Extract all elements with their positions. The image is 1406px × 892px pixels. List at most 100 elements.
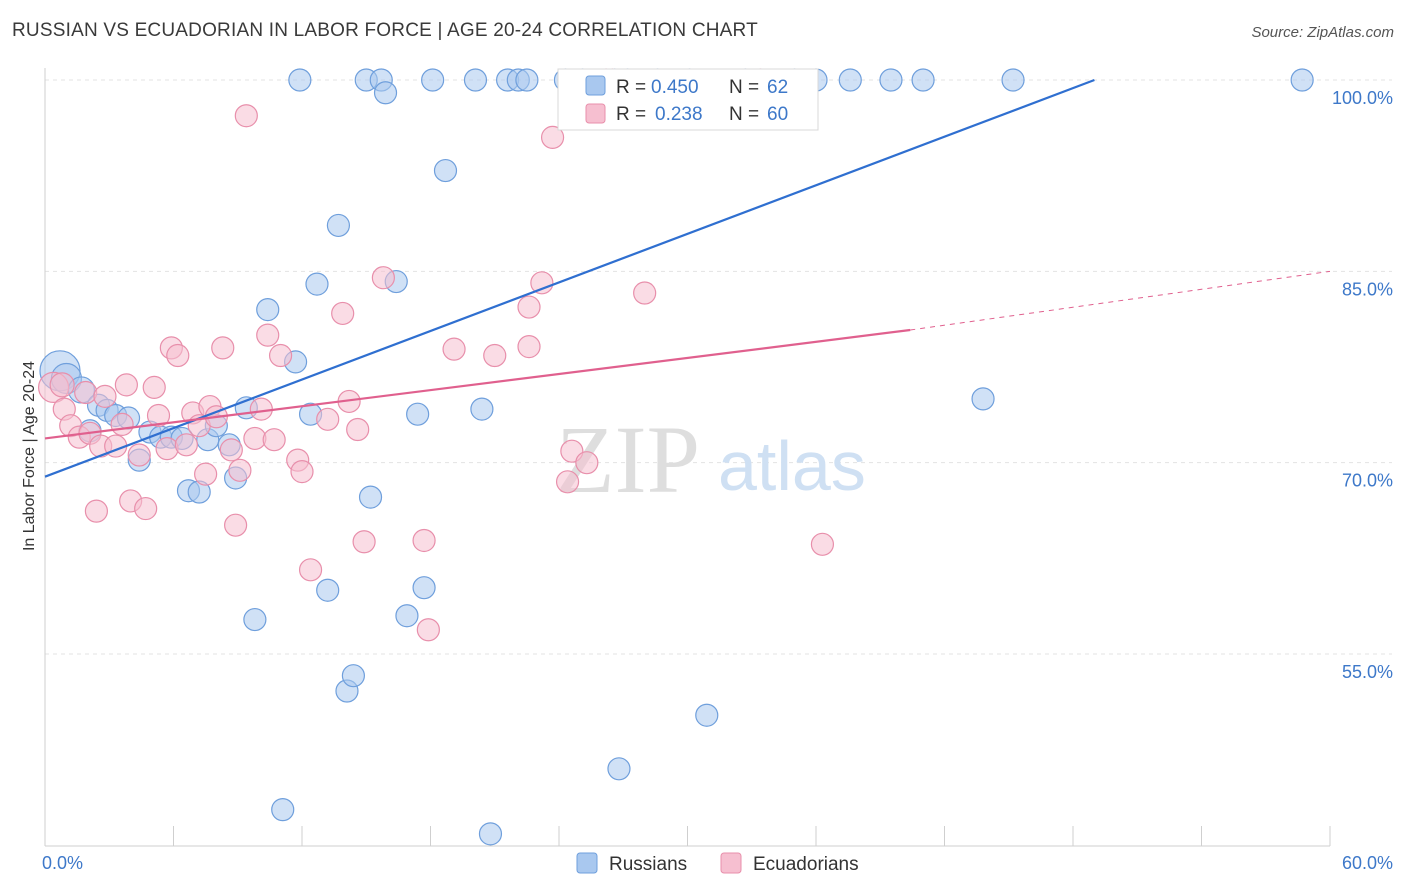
legend-n-value-russians: 62 [767, 77, 788, 98]
x-tick-label-max: 60.0% [1342, 853, 1393, 873]
ecuadorian-point [346, 417, 370, 442]
ecuadorian-point [517, 334, 541, 359]
ecuadorians-trend-line [44, 328, 911, 440]
chart-title: RUSSIAN VS ECUADORIAN IN LABOR FORCE | A… [12, 20, 758, 41]
legend-r-label-ecuadorians: R = [616, 104, 646, 125]
axes: 55.0% 70.0% 85.0% 100.0% 0.0% 60.0% [42, 68, 1393, 873]
russian-point [607, 757, 631, 781]
ecuadorian-point [575, 451, 599, 475]
russian-point [288, 68, 312, 92]
ecuadorian-point [517, 295, 541, 319]
legend-r-label-russians: R = [616, 77, 646, 98]
russian-point [256, 298, 280, 322]
gridlines [45, 79, 1392, 655]
ecuadorian-point [810, 532, 835, 556]
y-tick-label: 55.0% [1342, 662, 1393, 682]
x-tick-label-min: 0.0% [42, 853, 83, 873]
ecuadorian-point [110, 412, 134, 436]
bottom-legend-swatch-russians [576, 852, 598, 874]
ecuadorian-point [134, 496, 158, 521]
y-tick-label: 100.0% [1332, 88, 1393, 108]
ecuadorian-point [243, 426, 267, 451]
ecuadorian-point [416, 618, 440, 642]
ecuadorian-point [142, 375, 166, 400]
ecuadorian-point [249, 397, 273, 421]
russian-point [358, 485, 383, 509]
russian-point [373, 81, 398, 105]
watermark-atlas: atlas [718, 427, 866, 505]
russian-point [243, 607, 267, 632]
ecuadorian-point [298, 558, 323, 582]
trend-lines [44, 78, 1331, 478]
ecuadorian-point [331, 301, 355, 326]
source-credit: Source: ZipAtlas.com [1251, 24, 1394, 41]
ecuadorian-point [114, 373, 138, 397]
bottom-legend-russians: Russians [609, 854, 687, 875]
russian-point [911, 68, 935, 92]
ecuadorian-point [127, 443, 151, 467]
russian-point [395, 604, 419, 628]
ecuadorian-point [442, 337, 466, 361]
russian-point [838, 68, 862, 92]
russian-point [1001, 68, 1025, 92]
russian-point [463, 68, 488, 92]
ecuadorian-point [633, 281, 657, 305]
russian-point [326, 213, 351, 238]
y-tick-label: 70.0% [1342, 471, 1393, 491]
russian-point [305, 272, 329, 296]
ecuadorian-point [84, 499, 109, 523]
ecuadorian-point [228, 458, 252, 482]
ecuadorian-point [234, 104, 258, 128]
legend-swatch-ecuadorians [585, 103, 606, 124]
ecuadorian-point [49, 372, 75, 398]
ecuadorian-point [256, 323, 280, 347]
ecuadorian-point [352, 530, 376, 554]
legend-n-label-russians: N = [729, 77, 759, 98]
russian-point [421, 68, 445, 92]
ecuadorian-point [483, 343, 507, 368]
russian-point [406, 402, 430, 426]
ecuadorian-point [290, 459, 314, 484]
russian-point [433, 158, 458, 183]
russian-point [470, 397, 494, 421]
legend-swatch-russians [585, 75, 606, 96]
legend-n-label-ecuadorians: N = [729, 104, 759, 125]
russian-point [316, 578, 340, 602]
ecuadorian-point [74, 380, 98, 405]
legend-r-value-russians: 0.450 [651, 77, 699, 98]
series-legend: Russians Ecuadorians [576, 852, 859, 875]
ecuadorian-point [224, 513, 248, 537]
stats-legend: R = 0.450 N = 62 R = 0.238 N = 60 [557, 68, 819, 131]
ecuadorian-point [219, 438, 243, 462]
russian-point [478, 822, 503, 846]
ecuadorian-point [194, 462, 218, 486]
legend-n-value-ecuadorians: 60 [767, 104, 788, 125]
legend-r-value-ecuadorians: 0.238 [655, 104, 703, 125]
ecuadorian-point [155, 437, 179, 461]
russian-point [412, 576, 436, 600]
ecuadorian-point [174, 433, 198, 457]
ecuadorian-point [555, 470, 580, 494]
bottom-legend-swatch-ecuadorians [720, 852, 742, 874]
ecuadorian-point [530, 271, 554, 295]
russian-point [271, 798, 295, 822]
russian-point [341, 664, 365, 688]
russian-point [879, 68, 903, 92]
bottom-legend-ecuadorians: Ecuadorians [753, 854, 859, 875]
ecuadorian-point [93, 384, 117, 408]
ecuadorian-point [166, 343, 190, 368]
y-axis-label: In Labor Force | Age 20-24 [21, 361, 38, 551]
russian-point [971, 387, 995, 411]
russian-point [1290, 68, 1314, 92]
ecuadorian-point [262, 428, 286, 452]
ecuadorian-point [316, 407, 340, 431]
ecuadorian-point [540, 125, 565, 149]
ecuadorians-trend-extension [910, 270, 1331, 331]
y-tick-label: 85.0% [1342, 279, 1393, 299]
ecuadorian-point [412, 528, 436, 553]
ecuadorian-point [146, 403, 171, 428]
russians-trend-line [44, 78, 1095, 478]
ecuadorian-point [268, 343, 293, 368]
ecuadorian-point [211, 336, 235, 360]
